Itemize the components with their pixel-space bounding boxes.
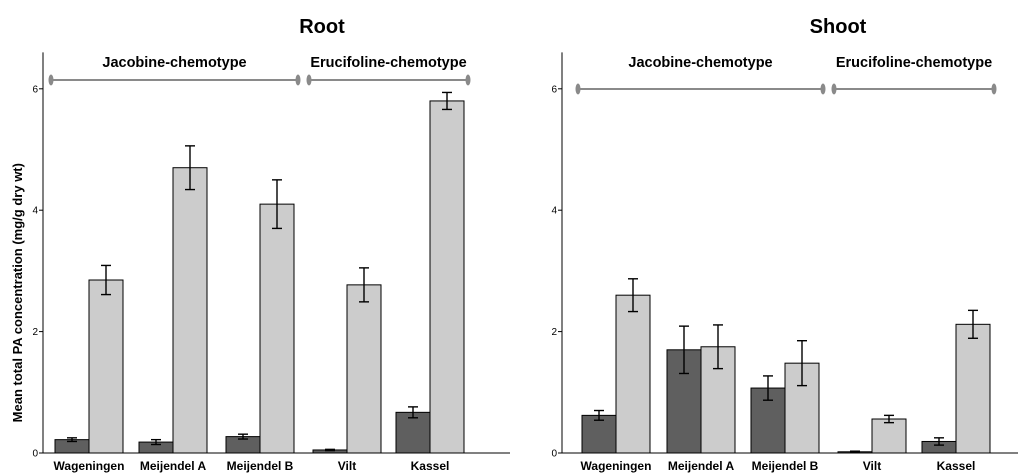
group-label: Erucifoline-chemotype xyxy=(836,55,992,71)
group-bracket-end xyxy=(575,83,581,95)
group-label: Erucifoline-chemotype xyxy=(310,55,466,71)
y-tick-label: 4 xyxy=(551,206,557,217)
bar-light-3 xyxy=(346,284,382,454)
x-tick-label: Wageningen xyxy=(581,459,652,473)
x-tick-label: Vilt xyxy=(863,459,881,473)
panel-title: Shoot xyxy=(810,16,867,38)
group-bracket-end xyxy=(295,74,301,86)
bar-light-1 xyxy=(172,167,208,454)
bar-dark-0 xyxy=(581,414,617,454)
bar-light-4 xyxy=(429,100,465,454)
chart-panel-shoot: Shoot 0 2 4 6 Wageningen Meijendel A Meijendel … xyxy=(551,16,1018,473)
bar-light-4 xyxy=(955,323,991,454)
group-label: Jacobine-chemotype xyxy=(102,55,246,71)
x-tick-label: Meijendel B xyxy=(752,459,819,473)
x-tick-label: Kassel xyxy=(937,459,976,473)
y-tick-label: 6 xyxy=(32,84,38,95)
y-tick-label: 0 xyxy=(551,449,557,460)
group-bracket-end xyxy=(820,83,826,95)
group-bracket-end xyxy=(991,83,997,95)
group-bracket-end xyxy=(48,74,54,86)
bar-light-3 xyxy=(871,418,907,454)
y-tick-label: 6 xyxy=(551,84,557,95)
y-axis-label: Mean total PA concentration (mg/g dry wt… xyxy=(10,163,25,422)
y-tick-label: 2 xyxy=(551,327,557,338)
y-tick-label: 2 xyxy=(32,327,38,338)
group-bracket-end xyxy=(465,74,471,86)
panel-title: Root xyxy=(299,16,345,38)
chart-panel-root: Root 0 2 4 6 Mean total PA concentration (mg/… xyxy=(10,16,510,473)
x-tick-label: Vilt xyxy=(338,459,356,473)
y-tick-label: 0 xyxy=(32,449,38,460)
x-tick-label: Kassel xyxy=(411,459,450,473)
bar-light-0 xyxy=(615,294,651,454)
bar-dark-4 xyxy=(395,411,431,454)
y-tick-label: 4 xyxy=(32,206,38,217)
x-tick-label: Meijendel A xyxy=(140,459,207,473)
bar-light-0 xyxy=(88,279,124,454)
x-tick-label: Wageningen xyxy=(54,459,125,473)
bar-light-2 xyxy=(259,203,295,454)
group-bracket-end xyxy=(306,74,312,86)
x-tick-label: Meijendel A xyxy=(668,459,735,473)
x-tick-label: Meijendel B xyxy=(227,459,294,473)
group-bracket-end xyxy=(831,83,837,95)
group-label: Jacobine-chemotype xyxy=(628,55,772,71)
